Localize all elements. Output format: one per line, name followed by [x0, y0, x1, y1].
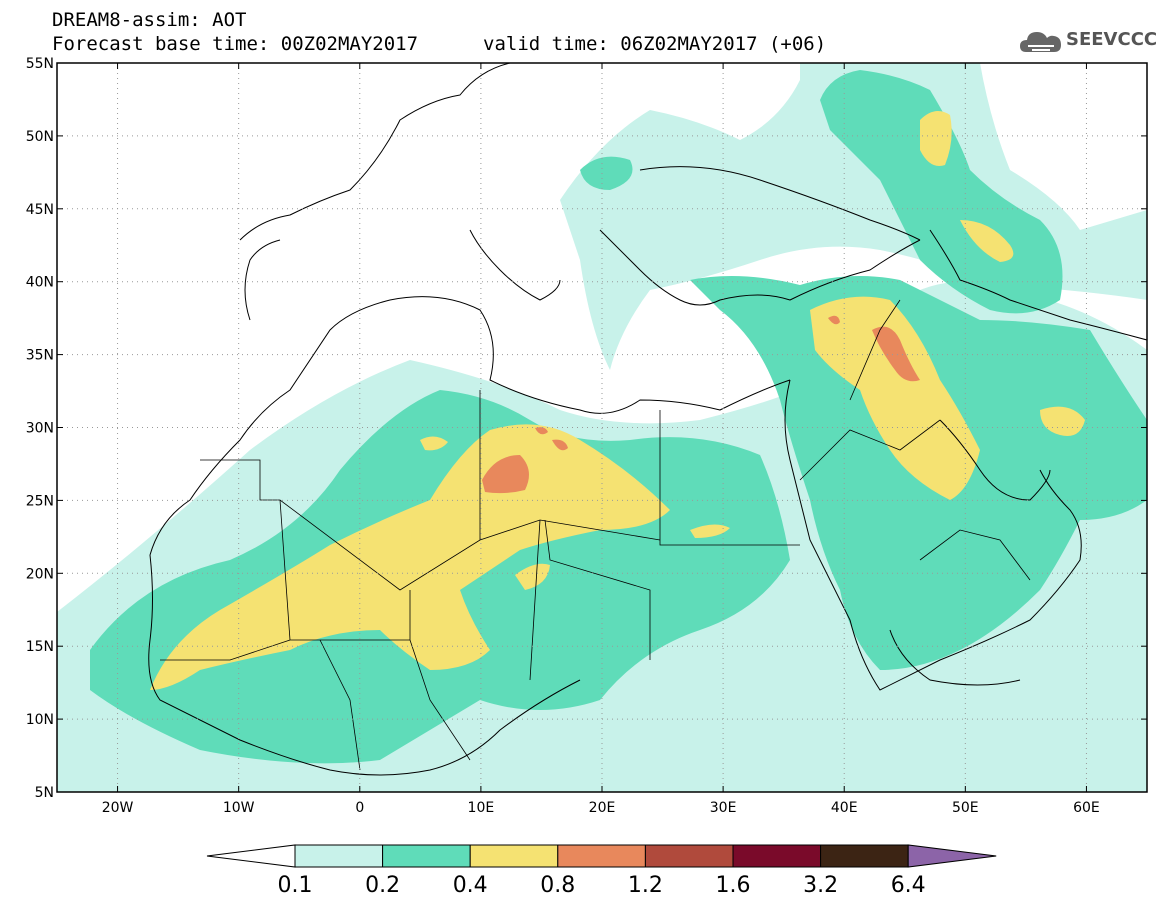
lon-tick-label: 10W	[223, 800, 255, 816]
country-borders	[160, 299, 1031, 771]
colorbar-label: 1.2	[628, 873, 663, 898]
lat-tick-label: 10N	[26, 712, 54, 728]
colorbar-label: 0.4	[453, 873, 488, 898]
map-title: DREAM8-assim: AOT	[52, 9, 247, 31]
lat-tick-label: 45N	[26, 202, 54, 218]
lat-tick-label: 20N	[26, 566, 54, 582]
colorbar-label: 0.2	[365, 873, 400, 898]
lat-tick-label: 40N	[26, 275, 54, 291]
aot-band-0.4-0.8	[150, 111, 1085, 690]
colorbar-label: 3.2	[803, 873, 838, 898]
colorbar-segment	[644, 844, 734, 868]
aot-contours	[57, 63, 1147, 792]
lat-tick-label: 15N	[26, 639, 54, 655]
lat-tick-label: 25N	[26, 493, 54, 509]
lon-tick-label: 40E	[831, 800, 858, 816]
colorbar-segment	[382, 844, 471, 868]
colorbar-low-arrow	[206, 844, 296, 868]
lon-tick-label: 10E	[468, 800, 495, 816]
lon-tick-label: 30E	[710, 800, 737, 816]
aot-colorbar: 0.1 0.2 0.4 0.8 1.2 1.6 3.2 6.4	[206, 844, 997, 898]
colorbar-segment	[469, 844, 559, 868]
colorbar-label: 0.8	[540, 873, 575, 898]
lon-tick-label: 20E	[589, 800, 616, 816]
valid-time: valid time: 06Z02MAY2017 (+06)	[483, 33, 827, 55]
colorbar-label: 1.6	[716, 873, 751, 898]
lat-tick-label: 55N	[26, 56, 54, 72]
colorbar-segment	[557, 844, 646, 868]
lon-tick-label: 20W	[102, 800, 134, 816]
lat-tick-label: 5N	[35, 785, 54, 801]
lon-tick-label: 60E	[1073, 800, 1100, 816]
colorbar-segment	[820, 844, 909, 868]
aot-band-0.8-1.2	[482, 315, 920, 494]
longitude-axis: 20W 10W 0 10E 20E 30E 40E 50E 60E	[102, 63, 1100, 816]
colorbar-high-arrow	[907, 844, 997, 868]
colorbar-segment	[294, 844, 384, 868]
logo-text: SEEVCCC	[1066, 29, 1158, 50]
lat-lon-grid	[57, 63, 1147, 792]
forecast-base-time: Forecast base time: 00Z02MAY2017	[52, 33, 419, 55]
lat-tick-label: 50N	[26, 129, 54, 145]
lon-tick-label: 50E	[952, 800, 979, 816]
colorbar-segment	[732, 844, 822, 868]
colorbar-label: 0.1	[278, 873, 313, 898]
seevccc-logo: SEEVCCC	[1018, 24, 1158, 58]
lat-tick-label: 30N	[26, 421, 54, 437]
lat-tick-label: 35N	[26, 348, 54, 364]
cloud-icon	[1020, 32, 1061, 52]
coastlines	[148, 63, 1147, 776]
colorbar-label: 6.4	[891, 873, 926, 898]
lon-tick-label: 0	[355, 800, 364, 816]
latitude-axis: 5N 10N 15N 20N 25N 30N 35N 40N 45N 50N 55N	[26, 56, 1147, 801]
